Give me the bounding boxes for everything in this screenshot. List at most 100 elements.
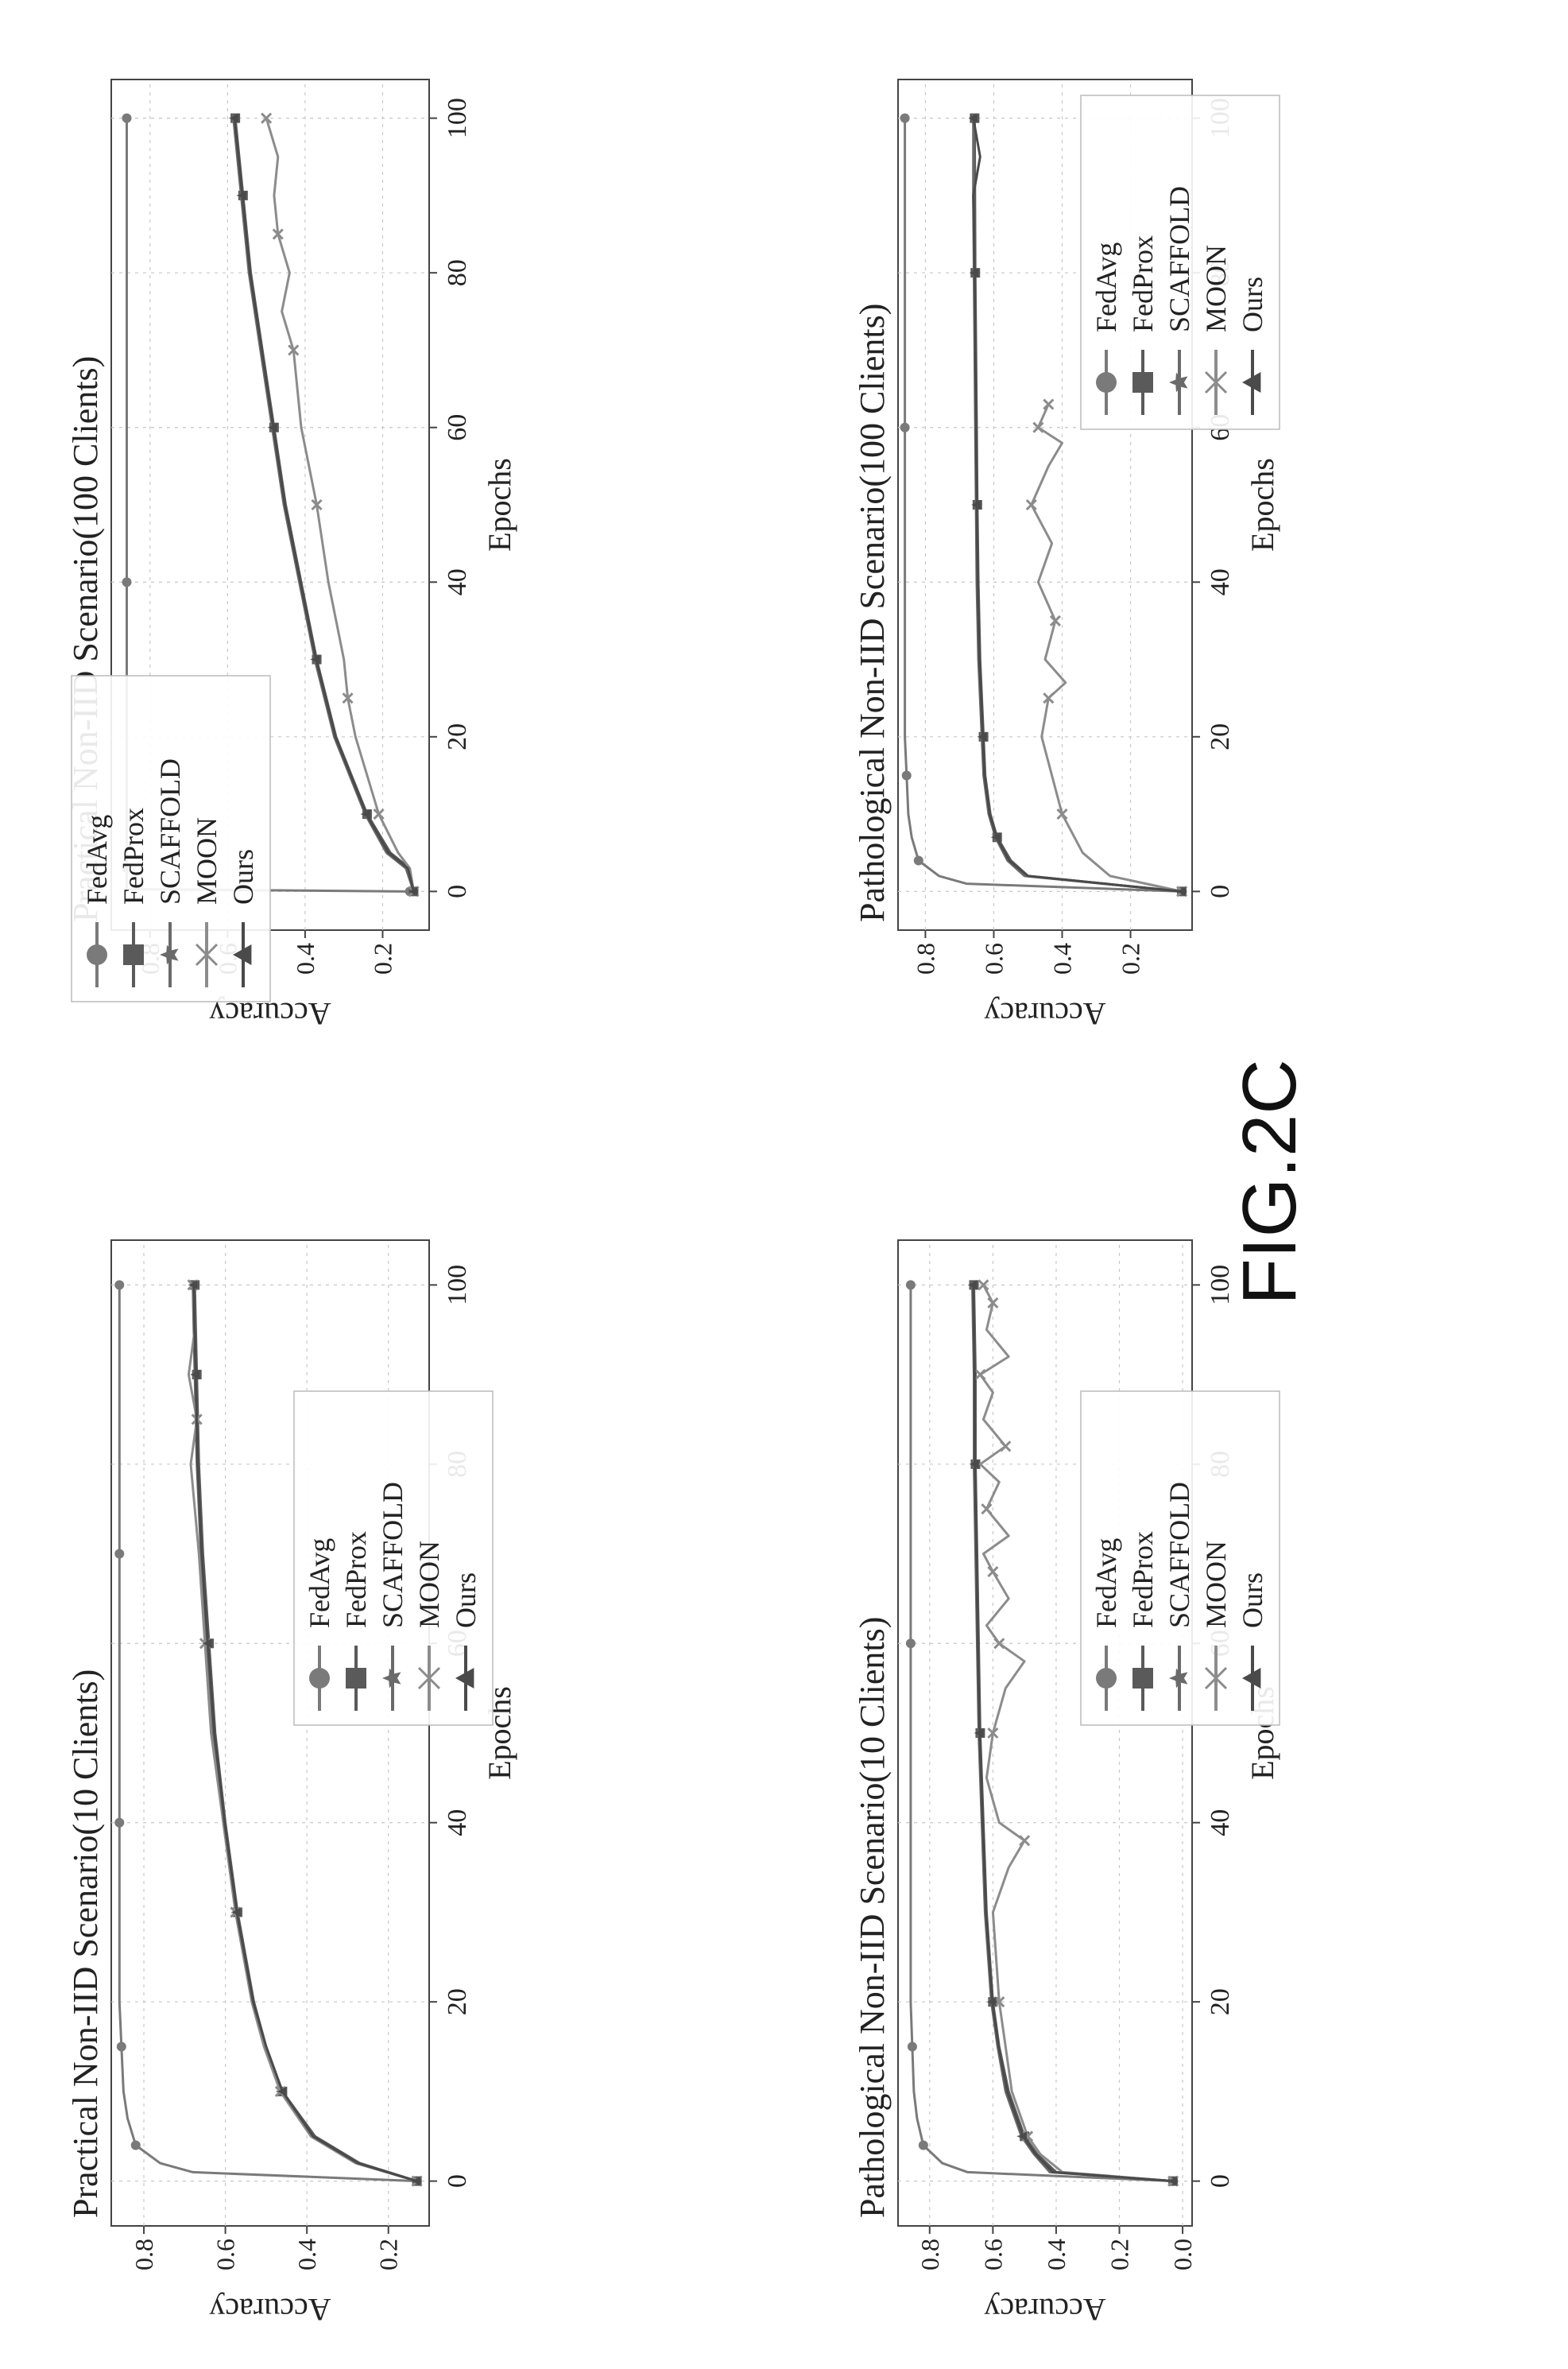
data-point [1018, 2131, 1027, 2142]
plot-frame [110, 1239, 430, 2227]
chart-title: Practical Non-IID Scenario(10 Clients) [66, 1669, 105, 2218]
y-tick-label: 0.4 [292, 2239, 321, 2270]
data-point [968, 1280, 978, 1290]
x-tick-label: 80 [443, 259, 472, 286]
legend-marker [1096, 1668, 1117, 1689]
data-point [122, 113, 132, 123]
data-point [268, 422, 277, 432]
data-point [114, 1549, 125, 1559]
legend: FedAvg FedProx SCAFFOLD MOON Ours [1080, 1390, 1280, 1726]
x-tick-label: 40 [443, 568, 472, 595]
legend-marker [160, 944, 179, 965]
x-tick-label: 100 [1206, 1265, 1235, 1305]
series-line-moon [1030, 403, 1183, 893]
chart-title: Pathological Non-IID Scenario(100 Client… [853, 304, 892, 922]
y-tick-label: 0.2 [1105, 2239, 1133, 2270]
data-point [1177, 886, 1186, 897]
data-point [971, 500, 981, 510]
series-line-ours [972, 1285, 1174, 2183]
x-tick-label: 0 [1206, 2174, 1235, 2188]
data-point [987, 1997, 997, 2007]
legend-entry: SCAFFOLD [1163, 186, 1195, 332]
data-point [987, 1727, 999, 1739]
legend-marker [1242, 372, 1261, 393]
x-tick-label: 20 [1206, 1988, 1235, 2015]
series-moon [1025, 398, 1188, 898]
legend-marker [1204, 1666, 1228, 1690]
legend-marker [382, 1668, 401, 1689]
legend-entry: SCAFFOLD [377, 1482, 408, 1628]
figure-label: FIG.2C [1227, 1059, 1312, 1305]
series-line-fedavg [909, 1285, 1174, 2183]
data-point [1043, 398, 1055, 410]
legend: FedAvg FedProx SCAFFOLD MOON Ours [293, 1390, 494, 1726]
y-tick-label: 0.2 [374, 2239, 403, 2270]
data-point [907, 2041, 917, 2052]
data-point [1000, 1440, 1012, 1452]
legend-marker [1132, 1668, 1153, 1689]
y-tick-label: 0.2 [1117, 943, 1145, 975]
data-point [122, 577, 132, 587]
x-axis-label: Epochs [1245, 458, 1280, 552]
series-moon [974, 1279, 1179, 2187]
data-point [408, 886, 418, 897]
legend-marker [346, 1668, 366, 1689]
chart-title: Pathological Non-IID Scenario(10 Clients… [853, 1617, 892, 2218]
y-axis-label: Accuracy [209, 2292, 331, 2328]
legend-entry: SCAFFOLD [154, 758, 186, 905]
data-point [978, 1279, 989, 1291]
data-point [900, 422, 910, 432]
x-tick-label: 0 [443, 2174, 472, 2188]
chart-panel-2: Practical Non-IID Scenario(100 Clients) 0… [66, 79, 517, 1032]
y-tick-label: 0.0 [1168, 2239, 1197, 2270]
chart-panel-4: Pathological Non-IID Scenario(100 Client… [853, 79, 1280, 1032]
y-tick-label: 0.4 [1048, 943, 1077, 975]
series-ours [968, 113, 1186, 897]
data-point [230, 113, 238, 123]
data-point [913, 855, 923, 866]
data-point [272, 228, 284, 240]
data-point [1168, 2176, 1177, 2186]
y-tick-label: 0.2 [368, 943, 397, 975]
series-ours [968, 1280, 1177, 2186]
legend-entry: FedProx [340, 1531, 372, 1628]
data-point [905, 1638, 916, 1649]
legend-box [293, 1390, 494, 1726]
series-ours [188, 1280, 421, 2186]
x-tick-label: 20 [443, 723, 472, 750]
x-tick-label: 20 [443, 1988, 472, 2015]
series-line-moon [265, 118, 415, 892]
legend-marker [1169, 1668, 1188, 1689]
data-point [114, 1817, 125, 1828]
x-tick-label: 60 [443, 414, 472, 441]
data-point [1056, 808, 1068, 820]
data-point [900, 113, 910, 123]
data-point [987, 1297, 999, 1309]
data-point [901, 770, 912, 781]
data-point [993, 1638, 1005, 1650]
data-point [981, 1503, 993, 1515]
data-point [970, 268, 979, 278]
y-tick-label: 0.8 [130, 2239, 158, 2270]
legend-entry: Ours [450, 1572, 482, 1628]
legend-entry: SCAFFOLD [1163, 1482, 1195, 1628]
y-axis-label: Accuracy [984, 996, 1105, 1032]
data-point [237, 190, 246, 200]
plot-frame [897, 79, 1193, 931]
data-point [191, 1370, 199, 1380]
legend-entry: Ours [227, 849, 259, 905]
data-point [978, 731, 987, 742]
data-point [918, 2140, 928, 2150]
series-line-ours [192, 1285, 418, 2183]
data-point [288, 344, 300, 356]
chart-panel-1: Practical Non-IID Scenario(10 Clients) 0 2… [66, 1239, 517, 2328]
legend-entry: MOON [191, 817, 223, 905]
y-tick-label: 0.6 [979, 943, 1008, 975]
data-point [116, 2041, 126, 2052]
data-point [1019, 1835, 1031, 1847]
chart-panels: Practical Non-IID Scenario(10 Clients) 0 2… [66, 79, 1280, 2328]
legend-marker [233, 944, 252, 965]
legend-box [71, 675, 271, 1002]
series-fedavg [114, 1280, 422, 2186]
legend-entry: FedAvg [81, 815, 113, 905]
